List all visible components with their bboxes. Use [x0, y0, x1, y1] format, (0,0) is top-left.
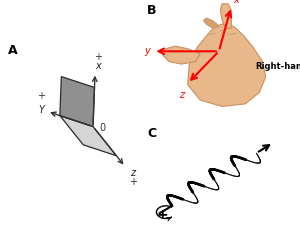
Text: z: z — [130, 168, 135, 178]
Polygon shape — [203, 18, 219, 28]
Text: +: + — [94, 52, 102, 62]
Polygon shape — [163, 46, 200, 64]
Polygon shape — [60, 116, 116, 156]
Polygon shape — [60, 76, 94, 126]
Text: y: y — [144, 46, 150, 56]
Polygon shape — [188, 23, 266, 106]
Text: x: x — [95, 61, 101, 71]
Text: Right-hand: Right-hand — [255, 62, 300, 71]
Text: x: x — [233, 0, 239, 5]
Text: 0: 0 — [99, 123, 105, 133]
Text: +: + — [157, 208, 169, 222]
Text: Y: Y — [38, 105, 44, 115]
Text: C: C — [147, 127, 156, 140]
Text: +: + — [129, 177, 137, 187]
Text: B: B — [147, 4, 157, 17]
Text: A: A — [8, 44, 17, 57]
Polygon shape — [220, 4, 231, 28]
Text: z: z — [179, 90, 184, 100]
Text: +: + — [37, 91, 45, 101]
